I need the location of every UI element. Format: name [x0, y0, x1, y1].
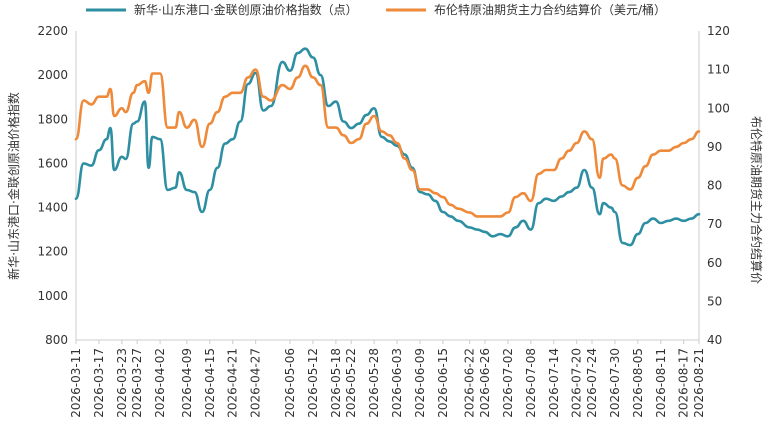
x-tick-label: 2026-07-24 — [585, 348, 599, 418]
right-axis-title: 布伦特原油期货主力合约结算价 — [749, 116, 764, 284]
x-tick-label: 2026-07-08 — [524, 348, 538, 418]
right-tick-label: 90 — [707, 140, 722, 154]
x-tick-label: 2026-08-21 — [692, 348, 706, 418]
x-tick-label: 2026-05-22 — [344, 348, 358, 418]
x-tick-label: 2026-05-28 — [367, 348, 381, 418]
left-axis-title: 新华·山东港口·金联创原油价格指数 — [6, 92, 21, 280]
x-tick-label: 2026-04-15 — [203, 348, 217, 418]
x-tick-label: 2026-07-30 — [608, 348, 622, 418]
x-axis-ticks: 2026-03-11 2026-03-17 2026-03-23 2026-03-27… — [69, 340, 706, 418]
x-tick-label: 2026-07-02 — [501, 348, 515, 418]
right-tick-label: 40 — [707, 333, 722, 347]
x-tick-label: 2026-05-18 — [329, 348, 343, 418]
left-tick-label: 2000 — [37, 68, 68, 82]
series-layer — [74, 47, 701, 247]
x-tick-label: 2026-04-09 — [180, 348, 194, 418]
x-tick-label: 2026-08-05 — [631, 348, 645, 418]
series-line-index — [74, 47, 701, 247]
right-tick-label: 50 — [707, 294, 722, 308]
series-line-brent — [74, 64, 701, 218]
x-tick-label: 2026-08-11 — [654, 348, 668, 418]
x-tick-label: 2026-06-26 — [478, 348, 492, 418]
right-tick-label: 100 — [707, 101, 730, 115]
x-tick-label: 2026-03-17 — [92, 348, 106, 418]
x-tick-label: 2026-07-20 — [570, 348, 584, 418]
right-tick-label: 80 — [707, 179, 722, 193]
x-tick-label: 2026-04-02 — [153, 348, 167, 418]
x-tick-label: 2026-03-23 — [115, 348, 129, 418]
left-tick-label: 800 — [45, 333, 68, 347]
legend-label-index: 新华·山东港口·金联创原油价格指数（点） — [134, 2, 358, 17]
x-tick-label: 2026-06-22 — [463, 348, 477, 418]
left-tick-label: 1000 — [37, 289, 68, 303]
legend-label-brent: 布伦特原油期货主力合约结算价（美元/桶） — [434, 2, 666, 17]
x-tick-label: 2026-06-03 — [390, 348, 404, 418]
x-tick-label: 2026-06-15 — [436, 348, 450, 418]
right-tick-label: 110 — [707, 63, 730, 77]
right-tick-label: 70 — [707, 217, 722, 231]
x-tick-label: 2026-04-21 — [226, 348, 240, 418]
x-tick-label: 2026-03-11 — [69, 348, 83, 418]
left-tick-label: 1600 — [37, 156, 68, 170]
left-tick-label: 2200 — [37, 24, 68, 38]
x-tick-label: 2026-05-12 — [306, 348, 320, 418]
left-tick-label: 1400 — [37, 201, 68, 215]
left-tick-label: 1200 — [37, 245, 68, 259]
x-tick-label: 2026-03-27 — [130, 348, 144, 418]
x-tick-label: 2026-04-27 — [249, 348, 263, 418]
x-tick-label: 2026-08-17 — [677, 348, 691, 418]
right-tick-label: 120 — [707, 24, 730, 38]
right-tick-label: 60 — [707, 256, 722, 270]
x-tick-label: 2026-05-06 — [283, 348, 297, 418]
left-tick-label: 1800 — [37, 112, 68, 126]
right-y-axis-ticks: 40 50 60 70 80 90 100 110 120 — [707, 24, 730, 347]
left-y-axis-ticks: 800 1000 1200 1400 1600 1800 2000 2200 — [37, 24, 68, 347]
chart-legend: 新华·山东港口·金联创原油价格指数（点） 布伦特原油期货主力合约结算价（美元/桶… — [86, 2, 666, 17]
x-tick-label: 2026-06-09 — [413, 348, 427, 418]
x-tick-label: 2026-07-14 — [547, 348, 561, 418]
